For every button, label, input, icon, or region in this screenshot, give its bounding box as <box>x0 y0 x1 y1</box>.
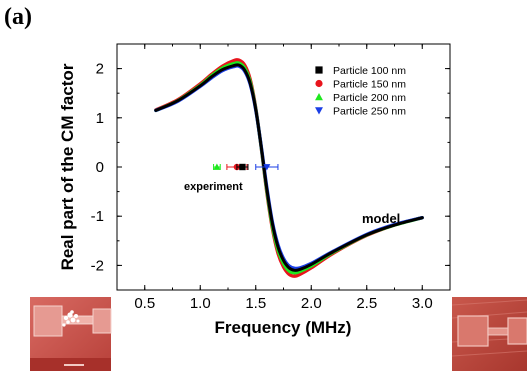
x-axis-label: Frequency (MHz) <box>215 318 352 337</box>
legend-label: Particle 150 nm <box>333 79 406 91</box>
legend-marker <box>315 66 323 74</box>
experiment-point-particle-100-nm <box>239 163 246 171</box>
legend-label: Particle 200 nm <box>333 92 406 104</box>
y-tick-label: -2 <box>91 257 104 274</box>
axis-ticks: 0.5 1.0 1.5 2.0 2.5 3.0 2 1 0 -1 -2 <box>91 43 451 312</box>
x-tick-label: 2.5 <box>356 295 377 312</box>
x-tick-label: 1.0 <box>190 295 211 312</box>
y-tick-label: 0 <box>96 159 104 176</box>
legend-marker <box>315 79 323 88</box>
series-line-particle-100-nm <box>154 63 424 272</box>
legend-marker <box>315 93 323 101</box>
y-tick-label: -1 <box>91 208 104 225</box>
model-annotation: model <box>362 211 400 226</box>
y-axis-label: Real part of the CM factor <box>58 63 77 270</box>
y-tick-label: 2 <box>96 61 104 78</box>
experiment-points <box>213 163 279 171</box>
x-tick-label: 3.0 <box>412 295 433 312</box>
experiment-annotation: experiment <box>184 181 243 193</box>
experiment-point-particle-200-nm <box>213 163 221 170</box>
legend-label: Particle 100 nm <box>333 65 406 77</box>
panel-label: (a) <box>4 4 32 30</box>
x-tick-label: 1.5 <box>245 295 266 312</box>
y-tick-label: 1 <box>96 110 104 127</box>
x-tick-label: 0.5 <box>134 295 155 312</box>
legend-label: Particle 250 nm <box>333 106 406 118</box>
device-sem-left-image <box>30 297 112 371</box>
x-tick-label: 2.0 <box>301 295 322 312</box>
device-sem-right-image <box>451 297 527 371</box>
legend-marker <box>315 107 323 115</box>
model-curves <box>154 58 424 278</box>
experiment-point-particle-250-nm <box>263 164 271 171</box>
